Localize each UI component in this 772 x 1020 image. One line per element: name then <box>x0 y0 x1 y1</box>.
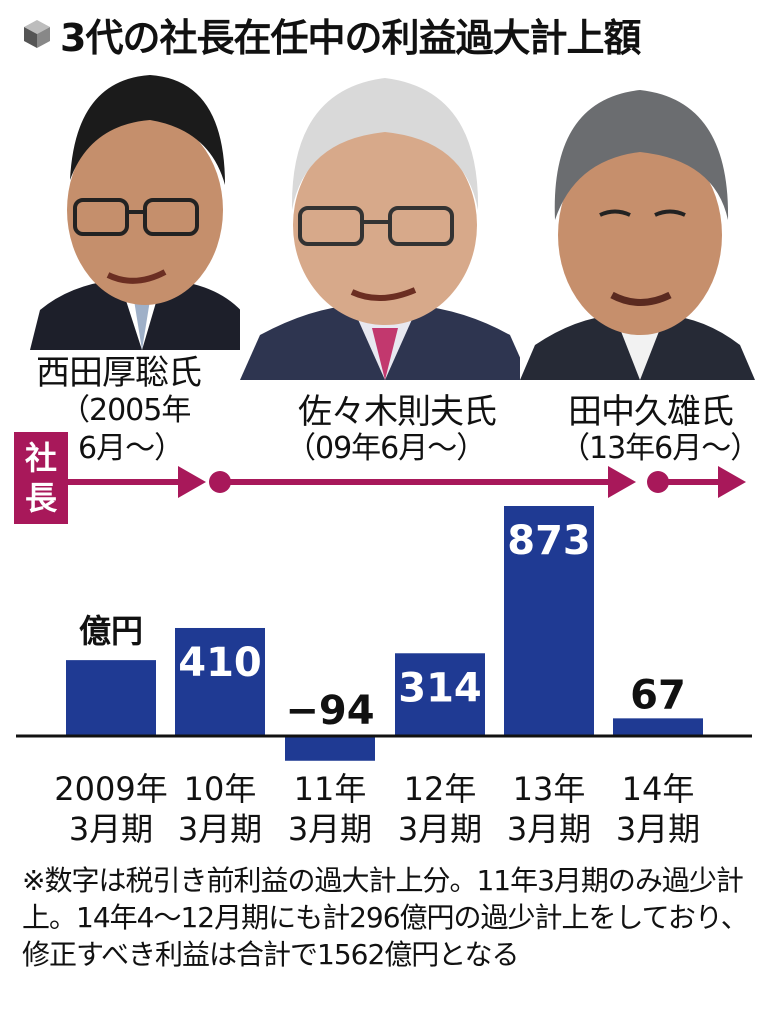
bar-1 <box>175 627 265 736</box>
category-label-period-3: 3月期 <box>398 810 482 848</box>
tenure-arrow-sasaki <box>608 466 636 498</box>
category-label-period-4: 3月期 <box>507 810 591 848</box>
bar-2 <box>285 736 375 761</box>
president-name-nishida: 西田厚聡氏 <box>36 353 202 393</box>
tenure-arrow-tanaka <box>718 466 746 498</box>
category-label-year-1: 10年 <box>184 770 257 808</box>
value-label-2: −94 <box>285 688 374 734</box>
bar-5 <box>613 718 703 736</box>
category-label-year-4: 13年 <box>513 770 586 808</box>
tenure-timeline <box>68 466 746 498</box>
president-name-sasaki: 佐々木則夫氏 <box>298 392 497 432</box>
value-label-4: 873 <box>507 518 591 564</box>
president-name-tanaka: 田中久雄氏 <box>568 392 734 432</box>
category-label-period-1: 3月期 <box>178 810 262 848</box>
badge-char-1: 社 <box>24 439 57 477</box>
footnote: ※数字は税引き前利益の過大計上分。11年3月期のみ過少計上。14年4〜12月期に… <box>22 864 749 971</box>
chart-title: 3代の社長在任中の利益過大計上額 <box>60 15 641 60</box>
profit-bar-chart: 288億円2009年3月期41010年3月期−9411年3月期31412年3月期… <box>16 506 752 848</box>
tenure-arrow-nishida <box>178 466 206 498</box>
badge-char-2: 長 <box>24 479 57 517</box>
category-label-period-2: 3月期 <box>288 810 372 848</box>
value-label-5: 67 <box>630 672 686 718</box>
photo-nishida <box>30 60 255 350</box>
category-label-year-5: 14年 <box>622 770 695 808</box>
category-label-year-3: 12年 <box>404 770 477 808</box>
president-term-nishida-line2: 6月〜） <box>78 431 184 466</box>
bar-0 <box>66 660 156 736</box>
bar-3 <box>395 653 485 736</box>
cube-icon <box>24 20 50 48</box>
president-term-tanaka: （13年6月〜） <box>560 431 760 466</box>
photo-tanaka <box>520 60 755 380</box>
category-label-period-0: 3月期 <box>69 810 153 848</box>
value-label-3: 314 <box>398 665 482 711</box>
value-label-0: 288 <box>69 564 153 610</box>
category-label-year-0: 2009年 <box>54 770 167 808</box>
bar-4 <box>504 506 594 736</box>
president-badge: 社 長 <box>14 432 68 524</box>
unit-label: 億円 <box>79 612 143 650</box>
value-label-1: 410 <box>178 640 262 686</box>
photo-sasaki <box>240 60 530 380</box>
president-term-sasaki: （09年6月〜） <box>286 431 486 466</box>
category-label-period-5: 3月期 <box>616 810 700 848</box>
title-bar: 3代の社長在任中の利益過大計上額 <box>22 8 641 60</box>
president-term-nishida-line1: （2005年 <box>60 393 191 428</box>
category-label-year-2: 11年 <box>294 770 367 808</box>
